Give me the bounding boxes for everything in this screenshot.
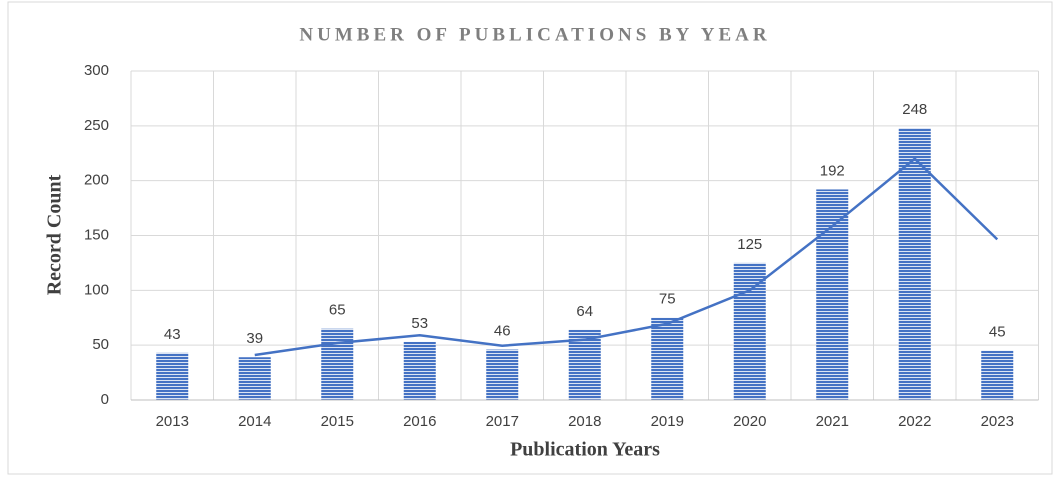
bar <box>238 357 271 400</box>
x-tick-label: 2013 <box>156 413 189 430</box>
data-label: 125 <box>737 236 762 253</box>
data-label: 192 <box>820 162 845 179</box>
y-tick-label: 150 <box>84 226 109 243</box>
data-label: 43 <box>164 326 181 343</box>
x-tick-label: 2015 <box>321 413 354 430</box>
bar <box>486 349 519 400</box>
y-tick-label: 250 <box>84 117 109 134</box>
bar <box>651 317 684 400</box>
bar <box>981 350 1014 400</box>
data-label: 45 <box>989 324 1006 341</box>
data-label: 46 <box>494 323 511 340</box>
x-axis-label: Publication Years <box>510 439 660 461</box>
x-tick-label: 2016 <box>403 413 436 430</box>
data-label: 248 <box>902 101 927 118</box>
data-label: 64 <box>576 303 593 320</box>
bar <box>898 128 931 400</box>
x-tick-label: 2021 <box>816 413 849 430</box>
y-tick-label: 100 <box>84 281 109 298</box>
x-tick-label: 2018 <box>568 413 601 430</box>
data-label: 65 <box>329 302 346 319</box>
y-tick-label: 0 <box>101 391 109 408</box>
chart-title: NUMBER OF PUBLICATIONS BY YEAR <box>299 24 770 45</box>
bar <box>321 328 354 400</box>
y-tick-label: 300 <box>84 62 109 79</box>
data-label: 39 <box>246 330 263 347</box>
x-tick-label: 2014 <box>238 413 271 430</box>
y-tick-label: 50 <box>92 336 109 353</box>
bar <box>403 341 436 400</box>
x-tick-label: 2022 <box>898 413 931 430</box>
bar <box>156 352 189 400</box>
y-tick-label: 200 <box>84 172 109 189</box>
bar <box>733 262 766 400</box>
x-tick-label: 2023 <box>981 413 1014 430</box>
chart-frame <box>7 1 1053 475</box>
x-tick-label: 2020 <box>733 413 766 430</box>
data-label: 75 <box>659 291 676 308</box>
x-tick-label: 2019 <box>651 413 684 430</box>
data-label: 53 <box>411 315 428 332</box>
x-tick-label: 2017 <box>486 413 519 430</box>
trend-line <box>254 157 999 357</box>
y-axis-label: Record Count <box>44 174 66 295</box>
bar <box>816 189 849 400</box>
